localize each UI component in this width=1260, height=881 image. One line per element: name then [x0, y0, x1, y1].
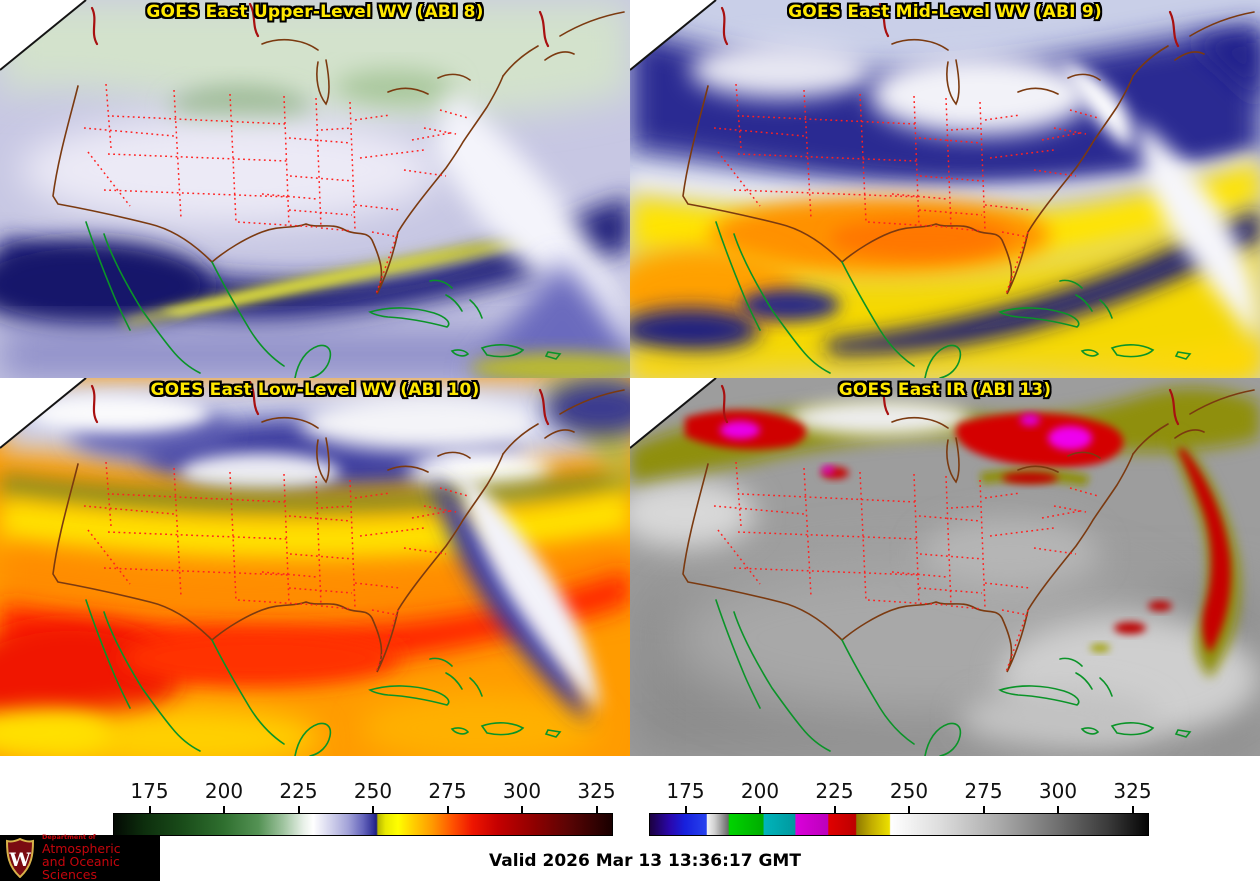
- ir-tick-mark: [833, 806, 836, 813]
- wv-colorbar: 175 200 225 250 275 300 325: [113, 757, 616, 837]
- ir-image: [630, 378, 1260, 756]
- ir-tick-label: 250: [889, 779, 929, 803]
- ir-tick-mark: [982, 806, 985, 813]
- valid-time-text: Valid 2026 Mar 13 13:36:17 GMT: [489, 851, 801, 871]
- panel-title-abi8: GOES East Upper-Level WV (ABI 8): [146, 2, 484, 22]
- panel-grid: GOES East Upper-Level WV (ABI 8): [0, 0, 1260, 756]
- ir-tick-mark: [1057, 806, 1059, 813]
- uw-monogram: W: [8, 849, 31, 871]
- wv-tick-mark: [446, 806, 449, 813]
- wv-tick-label: 200: [204, 779, 244, 803]
- wv-tick-mark: [148, 806, 151, 813]
- ir-tick-label: 200: [740, 779, 780, 803]
- ir-tick-label: 275: [964, 779, 1003, 803]
- ir-tick-label: 225: [815, 779, 854, 803]
- uw-crest-icon: W: [5, 838, 35, 878]
- wv-tick-label: 225: [279, 779, 318, 803]
- wv-tick-mark: [595, 806, 598, 813]
- uw-aos-logo: W Department of Atmospheric and Oceanic …: [0, 834, 160, 881]
- wv-tick-label: 300: [502, 779, 542, 803]
- panel-title-abi10: GOES East Low-Level WV (ABI 10): [150, 380, 480, 400]
- ir-tick-mark: [684, 806, 687, 813]
- ir-tick-label: 300: [1038, 779, 1078, 803]
- logo-text: Department of Atmospheric and Oceanic Sc…: [42, 834, 160, 881]
- wv-tick-mark: [372, 806, 374, 813]
- wv-tick-mark: [521, 806, 523, 813]
- wv-tick-label: 325: [577, 779, 616, 803]
- wv-colorbar-gradient: [113, 813, 613, 836]
- wv-tick-mark: [297, 806, 300, 813]
- legend-strip: 175 200 225 250 275 300 325 175 200 225 …: [0, 757, 1260, 881]
- wv-tick-label: 175: [130, 779, 169, 803]
- panel-title-abi9: GOES East Mid-Level WV (ABI 9): [788, 2, 1102, 22]
- ir-tick-mark: [908, 806, 910, 813]
- panel-title-abi13: GOES East IR (ABI 13): [838, 380, 1052, 400]
- ir-tick-mark: [1131, 806, 1134, 813]
- mid-level-wv-image: [630, 0, 1260, 378]
- wv-tick-label: 250: [353, 779, 393, 803]
- low-level-wv-image: [0, 378, 630, 756]
- ir-tick-mark: [759, 806, 761, 813]
- upper-level-wv-image: [0, 0, 630, 378]
- ir-colorbar: 175 200 225 250 275 300 325: [649, 757, 1152, 837]
- logo-line2: and Oceanic Sciences: [42, 854, 120, 881]
- ir-tick-label: 325: [1113, 779, 1152, 803]
- logo-dept-line: Department of: [42, 833, 96, 842]
- panel-mid-level-wv: GOES East Mid-Level WV (ABI 9): [630, 0, 1260, 378]
- wv-tick-mark: [223, 806, 225, 813]
- panel-upper-level-wv: GOES East Upper-Level WV (ABI 8): [0, 0, 630, 378]
- wv-tick-label: 275: [428, 779, 467, 803]
- panel-low-level-wv: GOES East Low-Level WV (ABI 10): [0, 378, 630, 756]
- logo-line1: Atmospheric: [42, 841, 121, 857]
- ir-tick-label: 175: [666, 779, 705, 803]
- panel-ir: GOES East IR (ABI 13): [630, 378, 1260, 756]
- ir-colorbar-gradient: [649, 813, 1149, 836]
